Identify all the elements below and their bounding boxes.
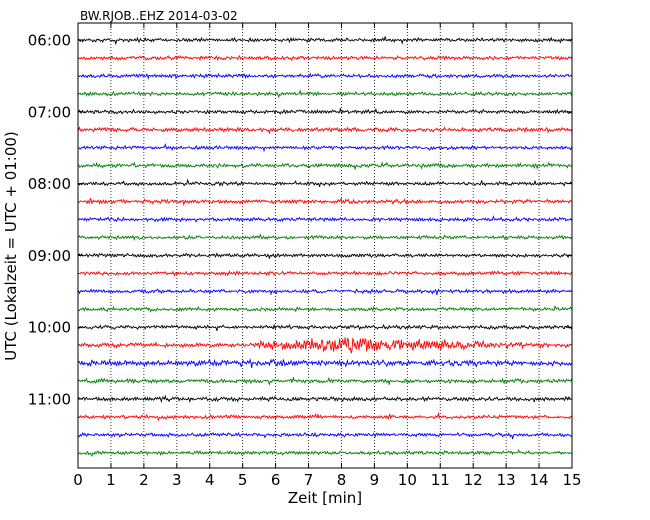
trace-line [77, 358, 573, 368]
trace-line [77, 107, 573, 116]
trace-line [77, 376, 573, 386]
trace-lines [77, 36, 573, 457]
x-tick-label: 5 [238, 471, 248, 489]
y-axis-ticks: 06:00 07:00 08:00 09:00 10:00 11:00 [28, 32, 572, 409]
trace-line [77, 161, 573, 170]
x-tick-label: 9 [370, 471, 380, 489]
minute-gridlines [110, 23, 540, 468]
x-tick-label: 8 [337, 471, 347, 489]
x-tick-label: 15 [562, 471, 581, 489]
y-tick-label: 09:00 [28, 247, 71, 265]
y-tick-label: 11:00 [28, 391, 71, 409]
x-tick-label: 11 [431, 471, 450, 489]
trace-line [77, 36, 573, 45]
trace-line [77, 412, 573, 422]
plot-frame [77, 22, 573, 469]
x-tick-label: 6 [271, 471, 281, 489]
trace-line [77, 178, 573, 188]
x-tick-label: 1 [106, 471, 116, 489]
plot-background [78, 23, 572, 468]
x-tick-label: 13 [497, 471, 516, 489]
y-tick-label: 08:00 [28, 175, 71, 193]
trace-line [77, 143, 573, 153]
y-axis-label: UTC (Lokalzeit = UTC + 01:00) [2, 131, 20, 361]
y-tick-label: 06:00 [28, 32, 71, 50]
trace-line [77, 197, 573, 207]
x-tick-label: 10 [398, 471, 417, 489]
trace-line [77, 337, 573, 354]
trace-line [77, 431, 573, 440]
x-axis-ticks: 0 1 2 3 4 5 6 7 8 9 10 11 12 13 14 15 [73, 23, 582, 489]
y-tick-label: 10:00 [28, 319, 71, 337]
x-tick-label: 12 [464, 471, 483, 489]
trace-line [77, 252, 573, 259]
chart-title: BW.RJOB..EHZ 2014-03-02 [80, 9, 238, 23]
trace-line [77, 233, 573, 242]
trace-line [77, 270, 572, 277]
trace-line [77, 214, 573, 223]
trace-line [77, 394, 573, 404]
trace-line [77, 126, 573, 135]
trace-line [77, 72, 573, 80]
x-tick-label: 4 [205, 471, 215, 489]
x-tick-label: 3 [172, 471, 182, 489]
trace-line [77, 323, 573, 332]
x-tick-label: 0 [73, 471, 83, 489]
x-tick-label: 2 [139, 471, 149, 489]
trace-line [77, 448, 573, 457]
y-tick-label: 07:00 [28, 103, 71, 121]
x-tick-label: 14 [530, 471, 549, 489]
x-tick-label: 7 [304, 471, 314, 489]
trace-line [77, 54, 573, 62]
trace-line [77, 304, 573, 313]
trace-line [77, 288, 573, 296]
trace-line [77, 89, 573, 99]
x-axis-label: Zeit [min] [288, 489, 362, 507]
